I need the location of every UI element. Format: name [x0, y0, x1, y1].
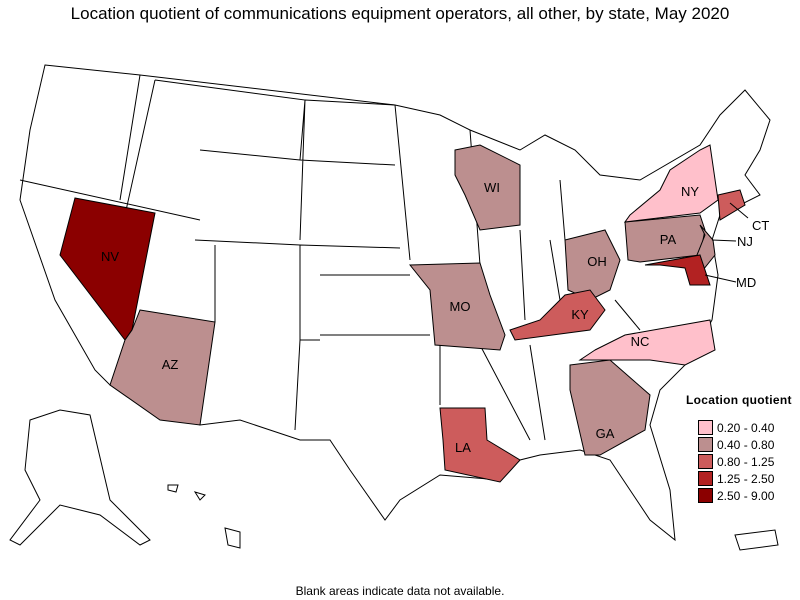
legend-title: Location quotient	[686, 393, 792, 407]
callout-lines	[704, 202, 749, 283]
state-wi	[454, 144, 521, 231]
alaska	[9, 409, 151, 546]
state-label-ct: CT	[752, 218, 769, 233]
state-az	[109, 309, 216, 426]
legend-swatch	[698, 488, 713, 503]
state-label-nv: NV	[101, 249, 119, 264]
state-label-pa: PA	[660, 232, 677, 247]
state-md	[644, 254, 711, 286]
state-label-az: AZ	[162, 357, 179, 372]
state-label-nj: NJ	[737, 234, 753, 249]
legend-label: 2.50 - 9.00	[717, 488, 775, 503]
puerto-rico	[734, 529, 779, 551]
state-label-wi: WI	[484, 180, 500, 195]
legend-item: 2.50 - 9.00	[698, 487, 792, 504]
state-label-ga: GA	[596, 426, 615, 441]
state-label-ky: KY	[571, 307, 589, 322]
state-la	[439, 407, 521, 483]
state-ct	[717, 189, 746, 221]
legend-item: 0.80 - 1.25	[698, 453, 792, 470]
state-ky	[509, 289, 606, 341]
state-oh	[564, 229, 621, 301]
state-label-ny: NY	[681, 184, 699, 199]
legend-label: 0.20 - 0.40	[717, 420, 775, 435]
map-title: Location quotient of communications equi…	[70, 4, 730, 23]
legend-label: 1.25 - 2.50	[717, 471, 775, 486]
state-label-la: LA	[455, 440, 471, 455]
state-ny	[623, 144, 719, 223]
footer-note: Blank areas indicate data not available.	[295, 584, 505, 598]
state-mo	[408, 262, 506, 351]
state-label-md: MD	[736, 275, 756, 290]
state-label-mo: MO	[450, 299, 471, 314]
legend-swatch	[698, 454, 713, 469]
hawaii	[167, 484, 241, 549]
legend-item: 0.20 - 0.40	[698, 419, 792, 436]
state-nc	[578, 319, 716, 366]
legend: Location quotient 0.20 - 0.40 0.40 - 0.80…	[686, 393, 792, 504]
state-label-oh: OH	[587, 254, 607, 269]
legend-swatch	[698, 471, 713, 486]
legend-item: 0.40 - 0.80	[698, 436, 792, 453]
state-label-nc: NC	[631, 334, 650, 349]
legend-label: 0.40 - 0.80	[717, 437, 775, 452]
state-ga	[569, 359, 651, 456]
legend-item: 1.25 - 2.50	[698, 470, 792, 487]
legend-label: 0.80 - 1.25	[717, 454, 775, 469]
legend-swatch	[698, 437, 713, 452]
legend-swatch	[698, 420, 713, 435]
